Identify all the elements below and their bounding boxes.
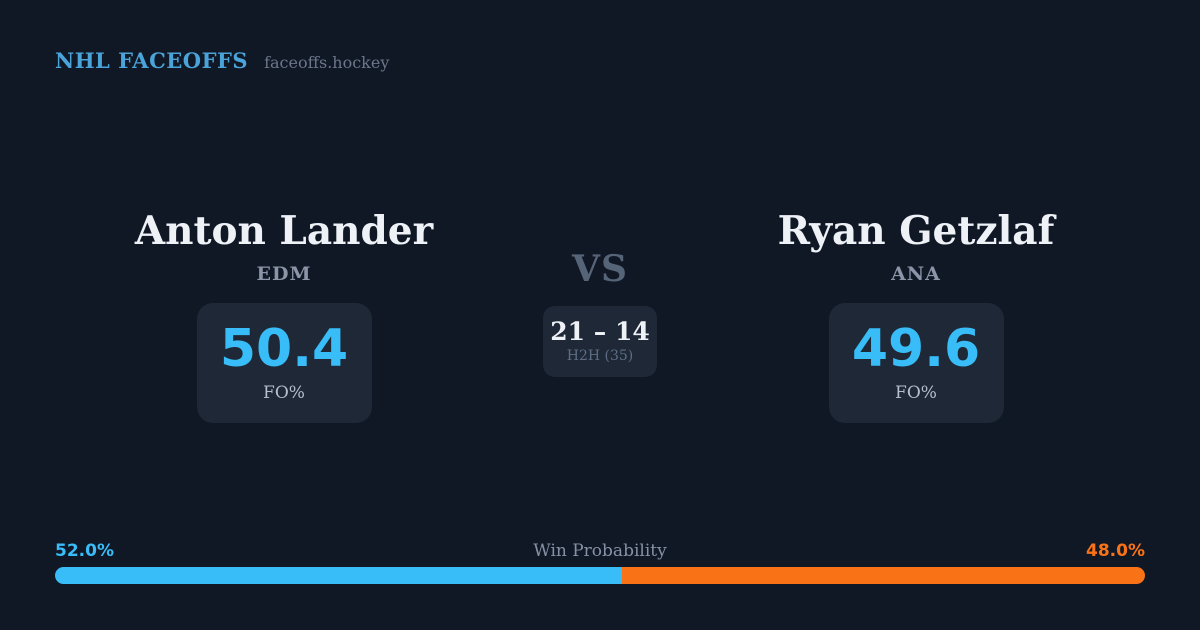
site-url: faceoffs.hockey <box>264 53 390 72</box>
player-right-fo-value: 49.6 <box>851 318 981 379</box>
player-right-name: Ryan Getzlaf <box>777 208 1055 254</box>
header: NHL FACEOFFS faceoffs.hockey <box>55 48 389 73</box>
player-left-fo-label: FO% <box>263 382 305 403</box>
win-probability-right-pct: 48.0% <box>1086 541 1145 561</box>
win-probability-bar <box>55 567 1145 584</box>
player-left-team: EDM <box>256 262 312 285</box>
player-right-team: ANA <box>891 262 941 285</box>
vs-label: VS <box>572 248 628 290</box>
win-probability-left-pct: 52.0% <box>55 541 114 561</box>
player-right-fo-card: 49.6 FO% <box>828 302 1004 423</box>
player-left-section: Anton Lander EDM 50.4 FO% <box>97 210 471 423</box>
player-left-fo-card: 50.4 FO% <box>196 302 372 423</box>
h2h-label: H2H (35) <box>566 348 634 365</box>
player-right-fo-label: FO% <box>895 382 937 403</box>
win-probability-bar-right-segment <box>621 567 1145 584</box>
win-probability-title: Win Probability <box>533 541 667 561</box>
brand-title: NHL FACEOFFS <box>55 48 249 73</box>
h2h-card: 21 – 14 H2H (35) <box>543 305 657 377</box>
player-right-section: Ryan Getzlaf ANA 49.6 FO% <box>729 210 1103 423</box>
h2h-score: 21 – 14 <box>550 316 650 346</box>
player-left-fo-value: 50.4 <box>219 318 349 379</box>
win-probability-labels: 52.0% Win Probability 48.0% <box>55 541 1145 563</box>
center-section: VS 21 – 14 H2H (35) <box>450 248 750 377</box>
win-probability-bar-left-segment <box>55 567 622 584</box>
player-left-name: Anton Lander <box>134 208 434 254</box>
